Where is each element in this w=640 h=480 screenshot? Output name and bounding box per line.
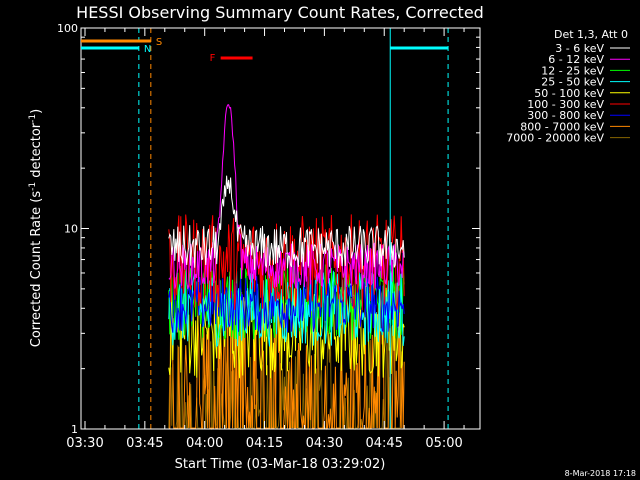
series-line-7 (168, 289, 405, 429)
legend-label-6: 300 - 800 keV (527, 109, 604, 122)
series-line-1 (168, 104, 405, 290)
x-tick-label: 03:30 (66, 436, 103, 451)
axes: 03:30 03:45 04:00 04:15 04:30 04:45 05:00 1 10 10… (57, 22, 480, 451)
footer-date: 8-Mar-2018 17:18 (565, 469, 636, 478)
x-tick-label: 03:45 (126, 436, 163, 451)
x-tick-label: 04:15 (246, 436, 283, 451)
plot-area (80, 28, 449, 431)
annotation-f: F (210, 53, 216, 64)
x-tick-label: 04:30 (306, 436, 343, 451)
legend-label-8: 7000 - 20000 keV (506, 132, 604, 145)
x-axis-label: Start Time (03-Mar-18 03:29:02) (175, 457, 386, 472)
y-tick-label: 100 (57, 22, 78, 35)
x-tick-label: 04:45 (366, 436, 403, 451)
annotation-s: S (156, 37, 162, 48)
legend-label-2: 12 - 25 keV (541, 64, 604, 77)
legend-label-4: 50 - 100 keV (534, 87, 604, 100)
y-axis-label: Corrected Count Rate (s-1 detector-1) (28, 109, 44, 347)
y-tick-label: 1 (71, 423, 78, 436)
series-line-0 (168, 175, 405, 270)
legend-label-1: 6 - 12 keV (548, 53, 604, 66)
annotation-n: N (144, 44, 151, 55)
legend-label-7: 800 - 7000 keV (520, 120, 604, 133)
chart-title: HESSI Observing Summary Count Rates, Cor… (76, 3, 484, 22)
annotations: SN F (81, 37, 449, 64)
x-tick-label: 05:00 (425, 436, 462, 451)
series-line-3 (168, 270, 405, 348)
legend-label-5: 100 - 300 keV (527, 98, 604, 111)
x-tick-label: 04:00 (186, 436, 223, 451)
legend-title: Det 1,3, Att 0 (554, 28, 628, 41)
y-tick-label: 10 (64, 223, 78, 236)
legend-label-0: 3 - 6 keV (555, 42, 604, 55)
legend-label-3: 25 - 50 keV (541, 76, 604, 89)
series-line-6 (168, 276, 405, 333)
